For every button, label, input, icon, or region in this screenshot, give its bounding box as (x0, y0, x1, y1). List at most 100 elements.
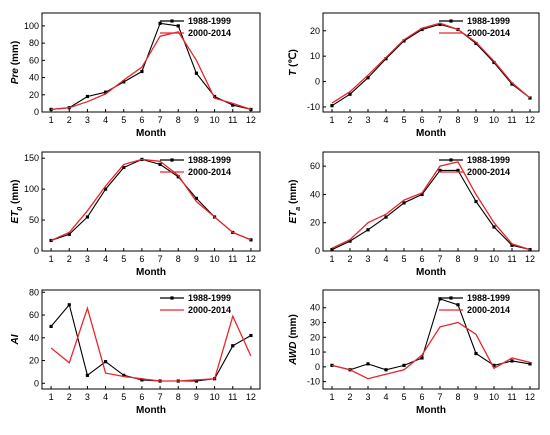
data-point (330, 104, 334, 108)
plot-frame (322, 151, 540, 252)
data-point (140, 69, 144, 74)
x-tick-label: 1 (49, 254, 54, 264)
data-point (49, 238, 53, 243)
data-point (85, 94, 90, 99)
legend-label: 1988-1999 (467, 16, 510, 26)
y-tick-label: 20 (29, 356, 39, 366)
data-point (438, 168, 442, 172)
y-axis-label: T (℃) (288, 49, 299, 76)
data-point (456, 168, 460, 172)
data-point (366, 76, 370, 80)
plot-frame (41, 289, 261, 390)
legend-label: 2000-2014 (467, 167, 510, 177)
legend-label: 1988-1999 (467, 155, 510, 165)
legend-label: 1988-1999 (188, 155, 231, 165)
data-point (103, 360, 108, 364)
series-line-1988-1999 (331, 298, 531, 371)
x-tick-label: 9 (194, 392, 199, 402)
series-line-2000-2014 (331, 22, 531, 104)
data-point (122, 80, 126, 84)
series-line-2000-2014 (50, 305, 252, 382)
data-point (67, 303, 71, 307)
x-tick-label: 2 (67, 392, 72, 402)
y-tick-label: 0 (34, 246, 39, 256)
x-tick-label: 5 (121, 115, 126, 125)
y-axis-label-part: ET (10, 210, 21, 224)
data-point (330, 247, 334, 252)
data-point (158, 162, 162, 166)
y-axis-label: ETa (mm) (288, 180, 302, 224)
data-point (122, 373, 126, 377)
y-axis-label-part: (mm) (288, 180, 299, 207)
legend-label: 2000-2014 (188, 167, 231, 177)
y-tick-label: 10 (310, 347, 320, 357)
data-point (492, 60, 496, 65)
data-point (420, 27, 424, 32)
y-axis-label-part: (mm) (10, 180, 21, 207)
data-point (176, 24, 180, 28)
x-tick-label: 9 (473, 254, 478, 264)
legend-marker (449, 158, 453, 162)
series-line-2000-2014 (50, 158, 252, 242)
y-axis-label-part: AI (10, 334, 21, 345)
plot-frame (41, 12, 261, 113)
data-point (510, 243, 514, 247)
x-tick-label: 9 (473, 115, 478, 125)
data-point (176, 175, 180, 179)
x-tick-label: 2 (347, 392, 352, 402)
legend-label: 2000-2014 (467, 28, 510, 38)
x-tick-label: 11 (507, 254, 516, 264)
legend-marker (170, 158, 174, 162)
x-tick-label: 4 (103, 254, 108, 264)
x-tick-label: 3 (85, 115, 90, 125)
x-tick-label: 8 (455, 254, 460, 264)
y-axis-label-part: (mm) (288, 314, 299, 341)
y-tick-label: 50 (29, 215, 39, 225)
data-point (384, 215, 388, 219)
y-tick-label: 0 (315, 362, 320, 372)
data-point (528, 362, 532, 366)
y-tick-label: 0 (315, 246, 320, 256)
data-point (330, 363, 334, 367)
y-tick-label: 20 (29, 90, 39, 100)
series-line-1988-1999 (331, 169, 531, 251)
x-axis-label: Month (416, 267, 446, 278)
y-tick-label: 60 (29, 55, 39, 65)
x-axis-label: Month (136, 405, 166, 416)
data-point (49, 107, 53, 112)
y-tick-label: 100 (24, 184, 39, 194)
x-tick-label: 8 (176, 115, 181, 125)
x-tick-label: 10 (489, 392, 499, 402)
data-point (249, 333, 253, 338)
series-line-2000-2014 (331, 321, 531, 380)
x-tick-label: 7 (437, 254, 442, 264)
x-tick-label: 4 (103, 115, 108, 125)
legend-label: 2000-2014 (188, 28, 231, 38)
x-tick-label: 1 (329, 254, 334, 264)
x-tick-label: 4 (383, 392, 388, 402)
data-point (438, 22, 442, 27)
series-line-2000-2014 (331, 161, 531, 251)
y-axis-label-part: 0 (17, 207, 24, 211)
data-point (420, 192, 424, 197)
y-tick-label: 60 (310, 161, 320, 171)
data-point (438, 297, 442, 301)
data-point (249, 107, 253, 112)
x-tick-label: 8 (455, 392, 460, 402)
data-point (402, 201, 406, 205)
data-point (492, 363, 496, 367)
series-line-2000-2014 (51, 31, 252, 111)
x-tick-label: 3 (365, 115, 370, 125)
data-point (384, 57, 388, 61)
y-tick-label: 0 (34, 107, 39, 117)
y-tick-label: -10 (307, 377, 320, 387)
x-tick-label: 12 (246, 392, 256, 402)
x-tick-label: 2 (347, 254, 352, 264)
data-point (122, 165, 126, 170)
data-point (366, 362, 370, 366)
x-tick-label: 12 (246, 115, 256, 125)
x-tick-label: 6 (139, 392, 144, 402)
